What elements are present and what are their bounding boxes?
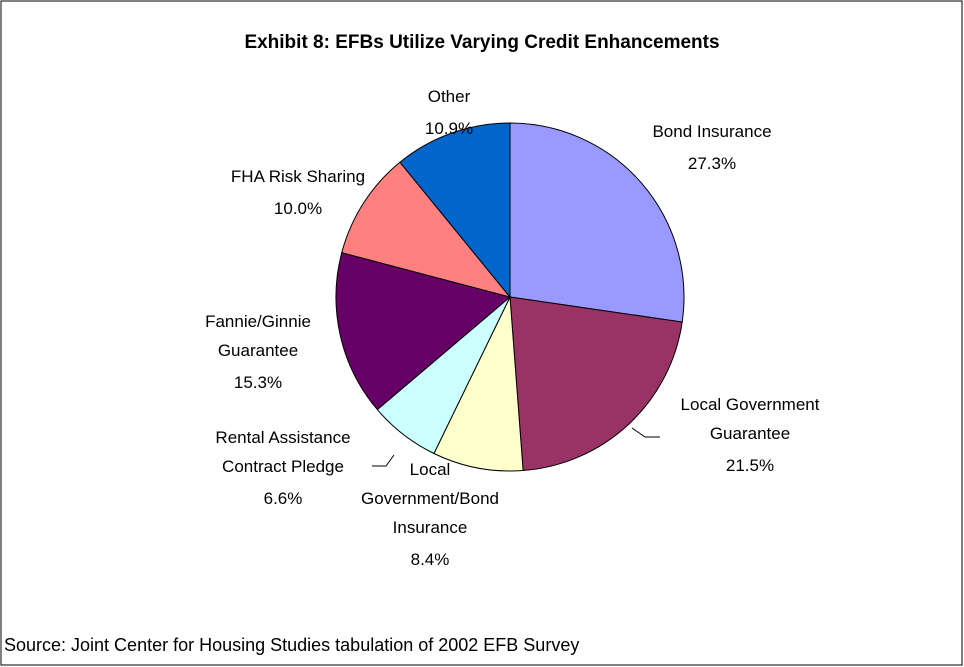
pie-slice (433, 295, 524, 472)
pie-slice (509, 122, 685, 323)
slice-value-label: 10.0% (273, 199, 323, 218)
slice-value-label: 10.9% (424, 119, 474, 138)
leader-line (631, 427, 660, 438)
slice-value-label: 8.4% (410, 550, 450, 569)
slice-label: Bond Insurance (652, 122, 772, 141)
leader-line (372, 454, 395, 467)
slice-value-label: 27.3% (687, 154, 737, 173)
slice-value-label: 15.3% (233, 373, 283, 392)
slice-label: Other (427, 87, 471, 106)
slice-label: Local Government Guarantee (680, 395, 820, 443)
slice-value-label: 6.6% (263, 489, 303, 508)
slice-label: FHA Risk Sharing (230, 167, 366, 186)
slice-label: Local Government/Bond Insurance (361, 460, 499, 537)
source-note: Source: Joint Center for Housing Studies… (4, 635, 580, 655)
chart-title: Exhibit 8: EFBs Utilize Varying Credit E… (244, 32, 720, 53)
slice-value-label: 21.5% (725, 456, 775, 475)
slice-label: Rental Assistance Contract Pledge (215, 428, 351, 476)
pie-slice (399, 122, 511, 299)
slice-label: Fannie/Ginnie Guarantee (205, 312, 311, 360)
pie-slice (509, 296, 683, 472)
pie-slice (335, 252, 512, 411)
pie-slice (341, 161, 512, 298)
